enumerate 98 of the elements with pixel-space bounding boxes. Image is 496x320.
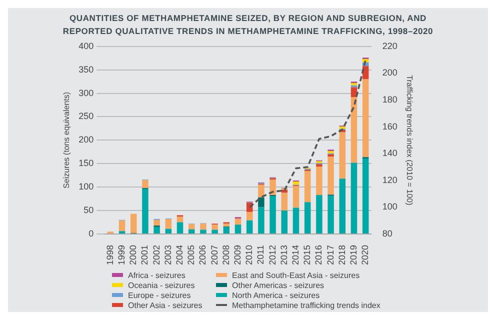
legend-label: North America - seizures [232,290,320,300]
y2-tick-label: 140 [382,148,398,158]
legend-label: Other Asia - seizures [128,300,202,310]
x-tick-label: 2004 [174,244,184,266]
bar [223,224,230,226]
bar [350,162,358,234]
x-tick-label: 2013 [278,244,289,266]
x-tick-label: 2016 [314,244,324,266]
bar [350,87,358,98]
bar [142,180,148,188]
x-tick-label: 2009 [232,244,242,266]
bar [339,178,346,234]
bar [176,222,184,234]
bar [350,82,358,86]
x-tick-label: 2018 [336,244,347,266]
x-tick-label: 2019 [348,244,358,266]
bar [234,224,242,234]
y-tick-label: 150 [78,158,94,168]
bar [316,166,322,196]
legend-label: Other Americas - seizures [232,280,324,290]
x-tick-label: 1998 [104,244,115,266]
y-tick-label: 400 [78,40,94,51]
y-tick-label: 100 [78,182,94,192]
y2-tick-label: 120 [382,174,398,185]
x-tick-label: 2020 [360,244,370,266]
bar [165,228,172,234]
bar [292,186,300,208]
bar [200,224,206,230]
legend-label: East and South-East Asia - seizures [232,270,360,280]
bar [281,210,288,234]
bar [350,97,358,163]
y2-axis-title: Trafficking trends index (2010 = 100) [404,75,414,206]
bar [188,224,195,230]
bar [188,229,195,234]
x-tick-label: 2006 [198,244,208,266]
y-tick-label: 300 [78,88,94,98]
y2-tick-label: 80 [382,228,392,238]
x-tick-label: 2010 [244,244,254,266]
bar [234,218,242,225]
bar [316,195,322,234]
line-series [248,58,366,208]
y-tick-label: 0 [88,228,94,238]
bar [292,208,300,234]
bar [339,132,346,179]
y-axis-title: Seizures (tons equivalents) [62,92,72,188]
bar [258,197,264,208]
bar [165,218,172,229]
x-tick-label: 2002 [151,244,162,266]
bar [362,158,369,234]
bar [118,220,126,232]
bar [258,207,264,234]
x-tick-label: 2005 [186,244,196,266]
bar [154,220,160,226]
chart-title: QUANTITIES OF METHAMPHETAMINE SEIZED, BY REGION AND SUBREGION, AND REPORTED QUALITATIVE TRENDS IN METHAMPHETAMINE TRAFFICKING, 1998–2020 [62,12,434,38]
legend-label: Oceania - seizures [128,280,195,290]
x-tick-label: 2001 [140,244,150,266]
bar [270,180,276,196]
y2-tick-label: 220 [382,40,398,51]
bar [270,196,276,234]
bar [304,171,311,202]
legend-label: Europe - seizures [128,290,191,300]
bar [328,156,334,195]
y-tick-label: 200 [78,134,94,145]
bar [258,184,264,198]
bar [281,192,288,211]
bar [328,150,334,154]
x-tick-label: 2000 [128,244,138,266]
y2-tick-label: 100 [382,202,398,212]
x-tick-label: 2008 [220,244,231,266]
y-tick-label: 250 [78,111,94,122]
legend-label: Africa - seizures [128,270,186,280]
legend-label: Methamphetamine trafficking trends index [232,300,380,310]
bar [362,79,369,158]
x-tick-label: 2012 [267,244,278,266]
x-tick-label: 2014 [290,244,300,266]
y-tick-label: 350 [78,64,94,74]
bar [212,230,218,234]
x-tick-label: 2015 [302,244,312,266]
bar [328,196,334,234]
y2-tick-label: 180 [382,94,398,104]
y2-tick-label: 200 [382,68,398,78]
y2-tick-label: 160 [382,121,398,132]
bar [154,226,160,234]
x-tick-label: 1999 [116,244,126,266]
bar [246,212,253,220]
x-tick-label: 2011 [256,244,266,264]
bar [304,202,311,234]
x-tick-label: 2003 [162,244,173,266]
bar [200,230,206,234]
bar [176,216,184,222]
x-tick-label: 2007 [209,244,220,266]
x-tick-label: 2017 [325,244,336,266]
bar [142,188,148,234]
bar [212,224,218,230]
bar [223,226,230,234]
bar [130,214,137,234]
y-tick-label: 50 [84,205,94,216]
bar [246,220,253,234]
